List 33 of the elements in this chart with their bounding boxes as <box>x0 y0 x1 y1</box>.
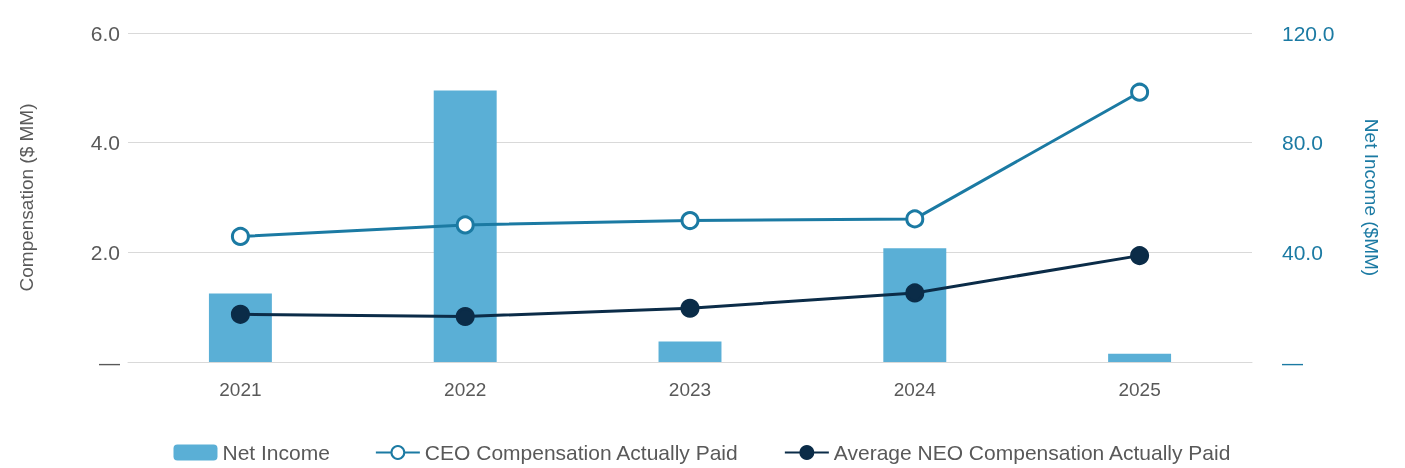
legend-label: CEO Compensation Actually Paid <box>424 441 738 464</box>
x-tick-label: 2024 <box>893 379 937 400</box>
point <box>680 211 700 231</box>
point <box>680 298 700 318</box>
x-tick-label: 2023 <box>668 379 712 400</box>
legend-label: Average NEO Compensation Actually Paid <box>833 441 1231 464</box>
point <box>455 215 475 235</box>
legend-label: Net Income <box>222 441 330 464</box>
bar <box>658 341 722 362</box>
x-tick-label: 2021 <box>219 379 262 400</box>
y2-tick-label: — <box>1282 350 1303 374</box>
y2-tick-label: 40.0 <box>1282 240 1323 264</box>
y-tick-label: — <box>99 350 120 374</box>
bar <box>1108 353 1172 362</box>
x-tick-label: 2022 <box>444 379 487 400</box>
y-axis-title: Compensation ($ MM) <box>16 103 37 292</box>
y-tick-label: 4.0 <box>90 131 120 155</box>
point <box>230 226 250 246</box>
point <box>905 283 925 303</box>
point <box>905 209 925 229</box>
point <box>1130 82 1150 102</box>
point <box>455 306 475 326</box>
y-tick-label: 6.0 <box>90 21 120 45</box>
point <box>230 304 250 324</box>
y-tick-label: 2.0 <box>90 240 120 264</box>
bar <box>883 248 947 362</box>
point <box>1130 246 1150 266</box>
y2-tick-label: 120.0 <box>1282 21 1335 45</box>
x-tick-label: 2025 <box>1118 379 1161 400</box>
bar <box>208 293 272 362</box>
y2-tick-label: 80.0 <box>1282 131 1323 155</box>
bar <box>433 90 497 362</box>
y2-axis-title: Net Income ($MM) <box>1361 118 1382 277</box>
